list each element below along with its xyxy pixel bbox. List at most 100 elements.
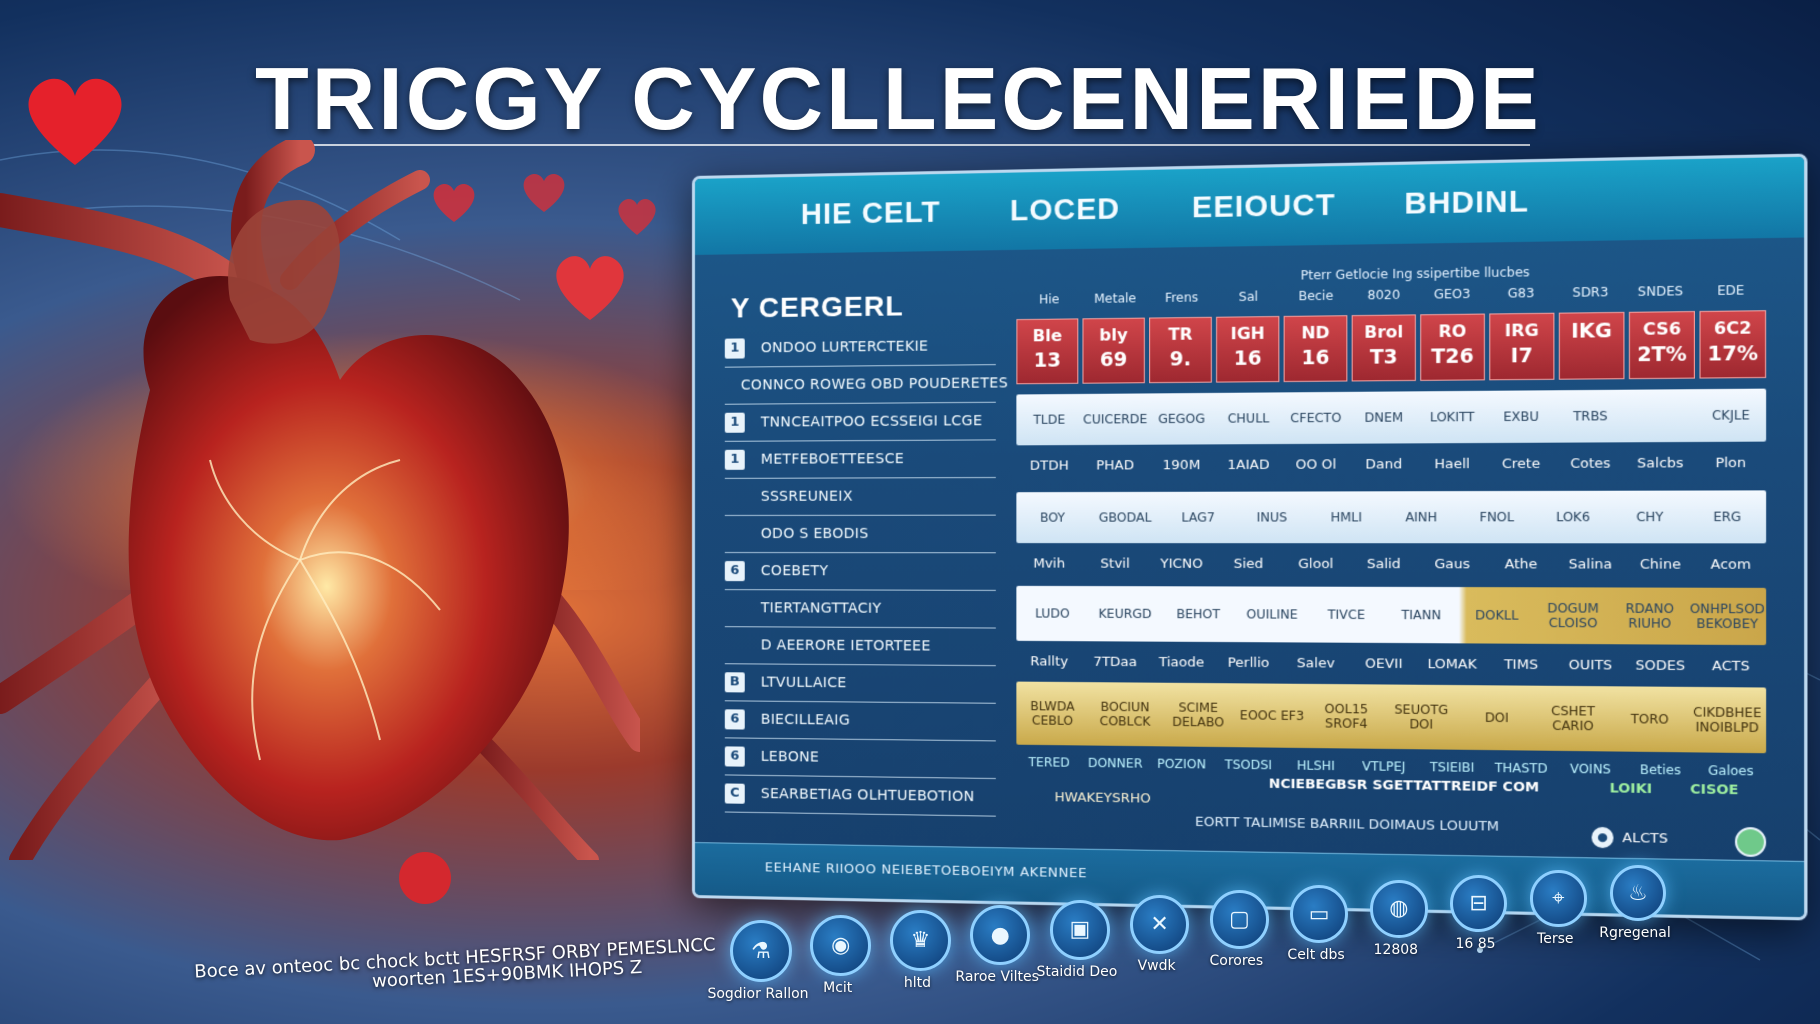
table-cell: LOKITT xyxy=(1418,410,1487,425)
row-label: PHAD xyxy=(1082,458,1148,474)
feature-icon-1[interactable]: ⚗ xyxy=(730,920,792,982)
highlight-cell[interactable]: RO T26 xyxy=(1420,314,1485,381)
cell-value: 13 xyxy=(1017,349,1077,372)
alerts-button[interactable]: ● ALCTS xyxy=(1592,827,1668,849)
side-menu-item[interactable]: TIERTANGTTACIY xyxy=(725,590,996,628)
row-label: Acom xyxy=(1695,557,1766,573)
side-menu-item[interactable]: 6 COEBETY xyxy=(725,553,996,591)
footer-text: EEHANE RIIOOO NEIEBETOEBOEIYM AKENNEE xyxy=(765,860,1087,881)
row-label: DTDH xyxy=(1016,458,1082,474)
status-badge[interactable] xyxy=(1735,827,1766,857)
highlight-cell[interactable]: CS6 2T% xyxy=(1629,311,1695,379)
side-menu-item[interactable]: 1 TNNCEAITPOO ECSSEIGI LCGE xyxy=(725,403,996,442)
table-cell: BOY xyxy=(1016,510,1088,524)
feature-icon-10[interactable]: ⊟ xyxy=(1450,875,1507,932)
table-cell: CIKDBHEE INOIBLPD xyxy=(1688,705,1766,735)
side-menu-item[interactable]: C SEARBETIAG OLHTUEBOTION xyxy=(725,775,996,816)
footer-center-text: EORTT TALIMISE BARRIIL DOIMAUS LOUUTM xyxy=(1195,815,1499,835)
feature-glyph-icon: ⚗ xyxy=(733,923,789,979)
feature-icon-8[interactable]: ▭ xyxy=(1290,885,1348,943)
table-cell: OOL15 SROF4 xyxy=(1309,701,1384,731)
table-cell: TLDE xyxy=(1016,412,1082,427)
menu-item-label: ONDOO LURTERCTEKIE xyxy=(761,338,929,356)
table-cell: CUICERDE xyxy=(1082,412,1148,427)
side-menu-item[interactable]: 1 ONDOO LURTERCTEKIE xyxy=(725,328,996,368)
side-menu-item[interactable]: 6 BIECILLEAIG xyxy=(725,701,996,741)
highlight-cell[interactable]: 6C2 17% xyxy=(1699,310,1766,378)
highlight-cell[interactable]: TR 9. xyxy=(1149,317,1212,383)
tab-4[interactable]: BHDINL xyxy=(1364,184,1569,222)
row-label: ACTS xyxy=(1695,658,1766,674)
alert-icon: ● xyxy=(1592,827,1614,848)
side-menu-item[interactable]: B LTVULLAICE xyxy=(725,664,996,704)
highlight-cell[interactable]: Brol T3 xyxy=(1352,314,1416,381)
dashboard-panel: HIE CELT LOCED EEIOUCT BHDINL Y CERGERL … xyxy=(692,154,1807,921)
row-label: Tiaode xyxy=(1148,654,1215,670)
table-cell: AINH xyxy=(1384,510,1459,525)
side-menu-item[interactable]: 1 METFEBOETTEESCE xyxy=(725,440,996,479)
highlight-cell[interactable]: IKG xyxy=(1559,312,1625,380)
table-cell: CKJLE xyxy=(1695,408,1766,423)
highlight-cell[interactable]: ND 16 xyxy=(1284,315,1348,382)
side-menu: 1 ONDOO LURTERCTEKIE CONNCO ROWEG OBD POUD… xyxy=(725,328,996,817)
menu-item-label: LTVULLAICE xyxy=(761,675,847,692)
feature-icon-5[interactable]: ▣ xyxy=(1050,900,1110,960)
table-cell: TIVCE xyxy=(1309,607,1384,622)
anatomical-heart-illustration xyxy=(0,140,640,860)
row-label: Cotes xyxy=(1556,455,1626,471)
feature-icon-9[interactable]: ◍ xyxy=(1370,880,1428,938)
highlight-cell[interactable]: IRG I7 xyxy=(1489,313,1554,381)
feature-icon-2[interactable]: ◉ xyxy=(810,915,871,976)
row-label: Salid xyxy=(1350,556,1418,572)
feature-icon-4[interactable]: ● xyxy=(970,905,1030,965)
feature-icon-3[interactable]: ♛ xyxy=(890,910,951,971)
column-header: Hie xyxy=(1016,292,1082,307)
table-cell: TIANN xyxy=(1384,608,1459,623)
side-menu-item[interactable]: SSSREUNEIX xyxy=(725,478,996,516)
highlight-cell[interactable]: Ble 13 xyxy=(1016,318,1078,384)
feature-glyph-icon: ♛ xyxy=(893,913,948,968)
feature-glyph-icon: ◍ xyxy=(1373,883,1425,935)
feature-icon-12[interactable]: ♨ xyxy=(1610,865,1666,921)
bottom-label: POZION xyxy=(1148,756,1215,771)
feature-icon-6[interactable]: ✕ xyxy=(1130,895,1189,954)
column-header: Becie xyxy=(1282,288,1350,303)
highlight-cell[interactable]: IGH 16 xyxy=(1216,316,1279,383)
cell-value: IKG xyxy=(1560,319,1623,343)
table-cell: LOK6 xyxy=(1535,510,1611,525)
tab-2[interactable]: LOCED xyxy=(967,192,1164,229)
feature-icon-11[interactable]: ⌖ xyxy=(1530,870,1587,927)
menu-item-label: TIERTANGTTACIY xyxy=(761,600,882,617)
row-label: Salev xyxy=(1282,655,1350,671)
row-label: YICNO xyxy=(1148,556,1215,572)
column-header: Sal xyxy=(1215,289,1282,304)
sub-text: HWAKEYSRHO xyxy=(1055,790,1151,807)
table-cell: RDANO RIUHO xyxy=(1611,601,1688,631)
menu-item-icon: C xyxy=(725,783,745,803)
side-menu-item[interactable]: D AEERORE IETORTEEE xyxy=(725,627,996,666)
table-cell: KEURGD xyxy=(1089,607,1162,622)
side-menu-item[interactable]: CONNCO ROWEG OBD POUDERETES xyxy=(725,365,996,405)
highlight-cell[interactable]: bly 69 xyxy=(1082,318,1144,384)
bottom-label: VOINS xyxy=(1556,761,1626,777)
table-band: TLDE CUICERDE GEGOG CHULL CFECTO DNEM LOKITT EX… xyxy=(1016,389,1766,446)
column-header: 8020 xyxy=(1350,287,1418,302)
table-band: LUDO KEURGD BEHOT OUILINE TIVCE TIANN DOKLL DOG… xyxy=(1016,586,1766,645)
menu-item-label: CONNCO ROWEG OBD POUDERETES xyxy=(741,375,1008,393)
table-cell: HMLI xyxy=(1309,510,1384,525)
link-extra[interactable]: LOIKI xyxy=(1610,781,1652,797)
highlight-row: Ble 13 bly 69 TR 9. IGH 16 ND 16 Brol T3 RO T26 IRG I7 I… xyxy=(1016,310,1766,384)
row-label: Athe xyxy=(1487,556,1556,572)
feature-icon-7[interactable]: ▢ xyxy=(1210,890,1269,949)
table-cell: DNEM xyxy=(1350,410,1418,425)
row-label: Glool xyxy=(1282,556,1350,572)
side-menu-item[interactable]: 6 LEBONE xyxy=(725,738,996,779)
link-extra-2[interactable]: CISOE xyxy=(1690,782,1738,799)
link-main[interactable]: NCIEBEGBSR SGETTATTREIDF COM xyxy=(1269,776,1539,795)
tab-3[interactable]: EEIOUCT xyxy=(1164,188,1365,226)
table-cell: ERG xyxy=(1688,509,1766,524)
row-label: Haell xyxy=(1418,456,1487,472)
tab-1[interactable]: HIE CELT xyxy=(775,195,967,232)
side-menu-item[interactable]: ODO S EBODIS xyxy=(725,516,996,554)
row-label: Dand xyxy=(1350,456,1418,472)
